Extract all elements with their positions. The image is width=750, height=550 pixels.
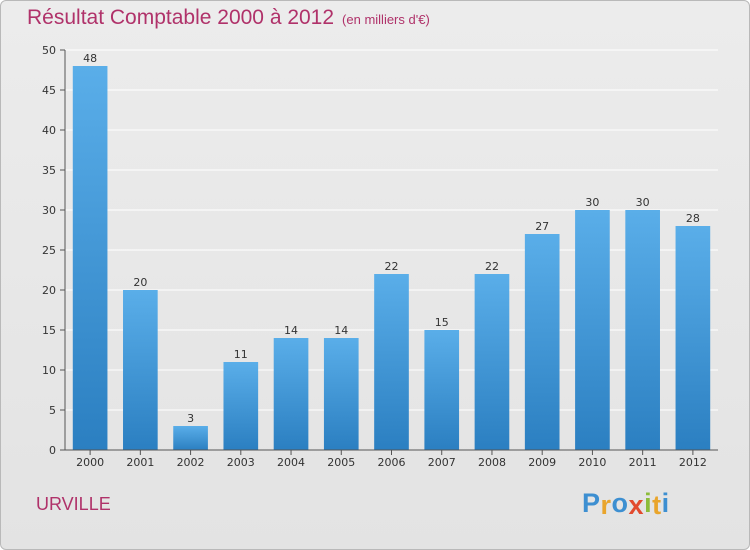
bar — [675, 226, 711, 450]
bars: 48 20 3 11 14 14 22 15 22 27 30 30 28 — [72, 52, 711, 450]
bar-value-label: 22 — [485, 260, 499, 273]
bar — [323, 338, 359, 450]
x-tick-label: 2010 — [578, 456, 606, 469]
y-tick-label: 0 — [49, 444, 56, 457]
y-tick-label: 30 — [42, 204, 56, 217]
y-tick-label: 50 — [42, 44, 56, 57]
bar-value-label: 30 — [636, 196, 650, 209]
x-tick-label: 2011 — [629, 456, 657, 469]
x-tick-label: 2005 — [327, 456, 355, 469]
x-tick-label: 2000 — [76, 456, 104, 469]
bar — [72, 66, 108, 450]
logo-letter: i — [661, 488, 670, 518]
y-tick-label: 25 — [42, 244, 56, 257]
bar — [474, 274, 510, 450]
logo-letter: r — [600, 490, 612, 520]
x-tick-label: 2012 — [679, 456, 707, 469]
bar-value-label: 20 — [133, 276, 147, 289]
logo-letter: x — [628, 490, 645, 520]
y-tick-label: 10 — [42, 364, 56, 377]
bar-value-label: 27 — [535, 220, 549, 233]
y-tick-label: 15 — [42, 324, 56, 337]
x-tick-label: 2001 — [126, 456, 154, 469]
bar — [625, 210, 660, 450]
x-tick-label: 2009 — [528, 456, 556, 469]
bar — [424, 330, 460, 450]
bar-value-label: 28 — [686, 212, 700, 225]
logo-letter: t — [652, 490, 662, 520]
bar — [575, 210, 610, 450]
bar-value-label: 48 — [83, 52, 97, 65]
y-tick-label: 20 — [42, 284, 56, 297]
x-tick-label: 2003 — [227, 456, 255, 469]
bar — [374, 274, 409, 450]
axes: 0 5 10 15 20 25 30 35 40 45 50 2000 2001 2002 2003 2004… — [42, 44, 718, 469]
x-tick-label: 2008 — [478, 456, 506, 469]
bar — [223, 362, 259, 450]
x-tick-label: 2007 — [428, 456, 456, 469]
bar — [123, 290, 158, 450]
chart-title-text: Résultat Comptable 2000 à 2012 — [27, 6, 335, 29]
y-tick-label: 45 — [42, 84, 56, 97]
bar — [273, 338, 309, 450]
bar-value-label: 30 — [585, 196, 599, 209]
bar — [524, 234, 560, 450]
logo-letter: o — [611, 488, 629, 518]
bar-value-label: 11 — [234, 348, 248, 361]
logo-letter: P — [582, 488, 601, 518]
chart-subtitle: (en milliers d'€) — [342, 12, 430, 27]
x-tick-label: 2004 — [277, 456, 305, 469]
bar-value-label: 22 — [385, 260, 399, 273]
proxiti-logo: Proxiti — [582, 488, 670, 520]
y-tick-label: 35 — [42, 164, 56, 177]
x-tick-label: 2002 — [177, 456, 205, 469]
bar-value-label: 14 — [284, 324, 298, 337]
bar-value-label: 15 — [435, 316, 449, 329]
bar-value-label: 14 — [334, 324, 348, 337]
bar — [173, 426, 208, 450]
place-name: URVILLE — [36, 494, 111, 514]
chart-title: Résultat Comptable 2000 à 2012 (en millie… — [27, 6, 430, 30]
logo-letter: i — [644, 488, 653, 518]
y-tick-label: 40 — [42, 124, 56, 137]
y-tick-label: 5 — [49, 404, 56, 417]
x-tick-label: 2006 — [378, 456, 406, 469]
bar-value-label: 3 — [187, 412, 194, 425]
